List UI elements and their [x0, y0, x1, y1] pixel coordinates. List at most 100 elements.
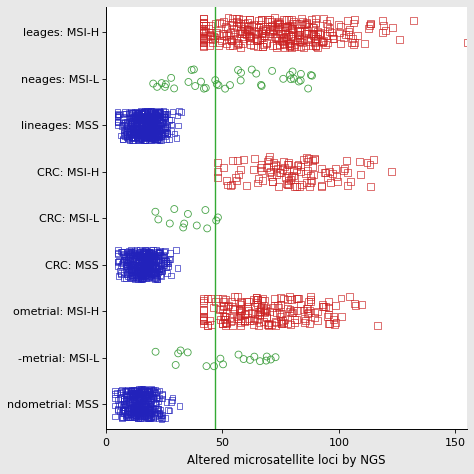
Point — [263, 39, 270, 47]
Point — [157, 411, 165, 419]
Point — [265, 153, 273, 161]
Point — [203, 225, 211, 232]
Point — [152, 119, 159, 127]
Point — [115, 257, 122, 265]
Point — [237, 319, 245, 326]
Point — [152, 208, 159, 216]
Point — [149, 131, 156, 138]
Point — [255, 17, 262, 24]
Point — [298, 19, 305, 27]
Point — [161, 125, 169, 132]
Point — [134, 263, 141, 271]
Point — [134, 125, 142, 133]
Point — [214, 173, 221, 181]
Point — [261, 308, 269, 316]
Point — [157, 273, 165, 280]
Point — [118, 122, 126, 130]
Point — [130, 115, 138, 122]
Point — [142, 130, 150, 137]
Point — [154, 257, 162, 265]
Point — [149, 123, 157, 130]
Point — [142, 136, 149, 144]
Point — [146, 406, 153, 414]
Point — [146, 390, 154, 398]
Point — [133, 271, 141, 279]
Point — [137, 272, 145, 279]
Point — [120, 250, 128, 258]
Point — [300, 156, 308, 164]
Point — [128, 248, 135, 256]
Point — [150, 386, 157, 393]
Point — [141, 401, 148, 409]
Point — [153, 121, 161, 129]
Point — [155, 132, 162, 140]
Point — [172, 246, 180, 254]
Point — [264, 157, 272, 165]
Point — [155, 136, 162, 143]
Point — [200, 19, 208, 27]
Point — [255, 174, 263, 182]
Point — [275, 310, 283, 318]
Point — [119, 388, 127, 395]
Point — [123, 408, 130, 416]
Point — [320, 37, 328, 45]
Point — [114, 110, 121, 118]
Point — [126, 413, 134, 421]
Point — [262, 307, 269, 314]
Point — [155, 248, 162, 256]
Point — [128, 133, 135, 141]
Point — [325, 311, 333, 319]
Point — [138, 257, 146, 264]
Point — [253, 34, 261, 42]
Point — [296, 31, 304, 39]
Point — [115, 273, 122, 280]
Point — [135, 396, 142, 404]
Point — [307, 172, 315, 179]
Point — [148, 253, 155, 260]
Point — [111, 413, 119, 420]
Point — [140, 409, 148, 417]
Point — [223, 36, 231, 43]
Point — [146, 257, 154, 265]
Point — [258, 82, 265, 90]
Point — [133, 405, 140, 413]
Point — [224, 181, 231, 189]
Point — [125, 253, 133, 261]
Point — [126, 258, 134, 265]
Point — [296, 28, 304, 36]
Point — [130, 129, 138, 137]
Point — [153, 130, 161, 137]
Point — [160, 107, 167, 115]
Point — [154, 264, 161, 272]
Point — [209, 39, 216, 47]
Point — [139, 250, 147, 257]
Point — [154, 133, 162, 141]
Point — [151, 130, 159, 137]
Point — [167, 272, 175, 279]
Point — [181, 220, 188, 228]
Point — [219, 319, 226, 327]
Point — [228, 36, 235, 44]
Point — [123, 270, 131, 278]
Point — [164, 110, 171, 118]
Point — [137, 408, 144, 416]
Point — [145, 133, 153, 140]
Point — [245, 315, 252, 323]
Point — [214, 168, 222, 176]
Point — [128, 275, 136, 283]
Point — [152, 348, 159, 356]
Point — [143, 267, 150, 274]
Point — [128, 114, 135, 121]
Point — [146, 253, 154, 260]
Point — [285, 293, 293, 301]
Point — [147, 117, 155, 125]
Point — [126, 110, 133, 118]
Point — [138, 257, 146, 265]
Point — [130, 131, 138, 139]
Point — [140, 112, 147, 120]
Point — [139, 266, 146, 273]
Point — [200, 14, 208, 22]
Point — [127, 389, 134, 396]
Point — [146, 257, 153, 264]
Point — [135, 407, 143, 414]
